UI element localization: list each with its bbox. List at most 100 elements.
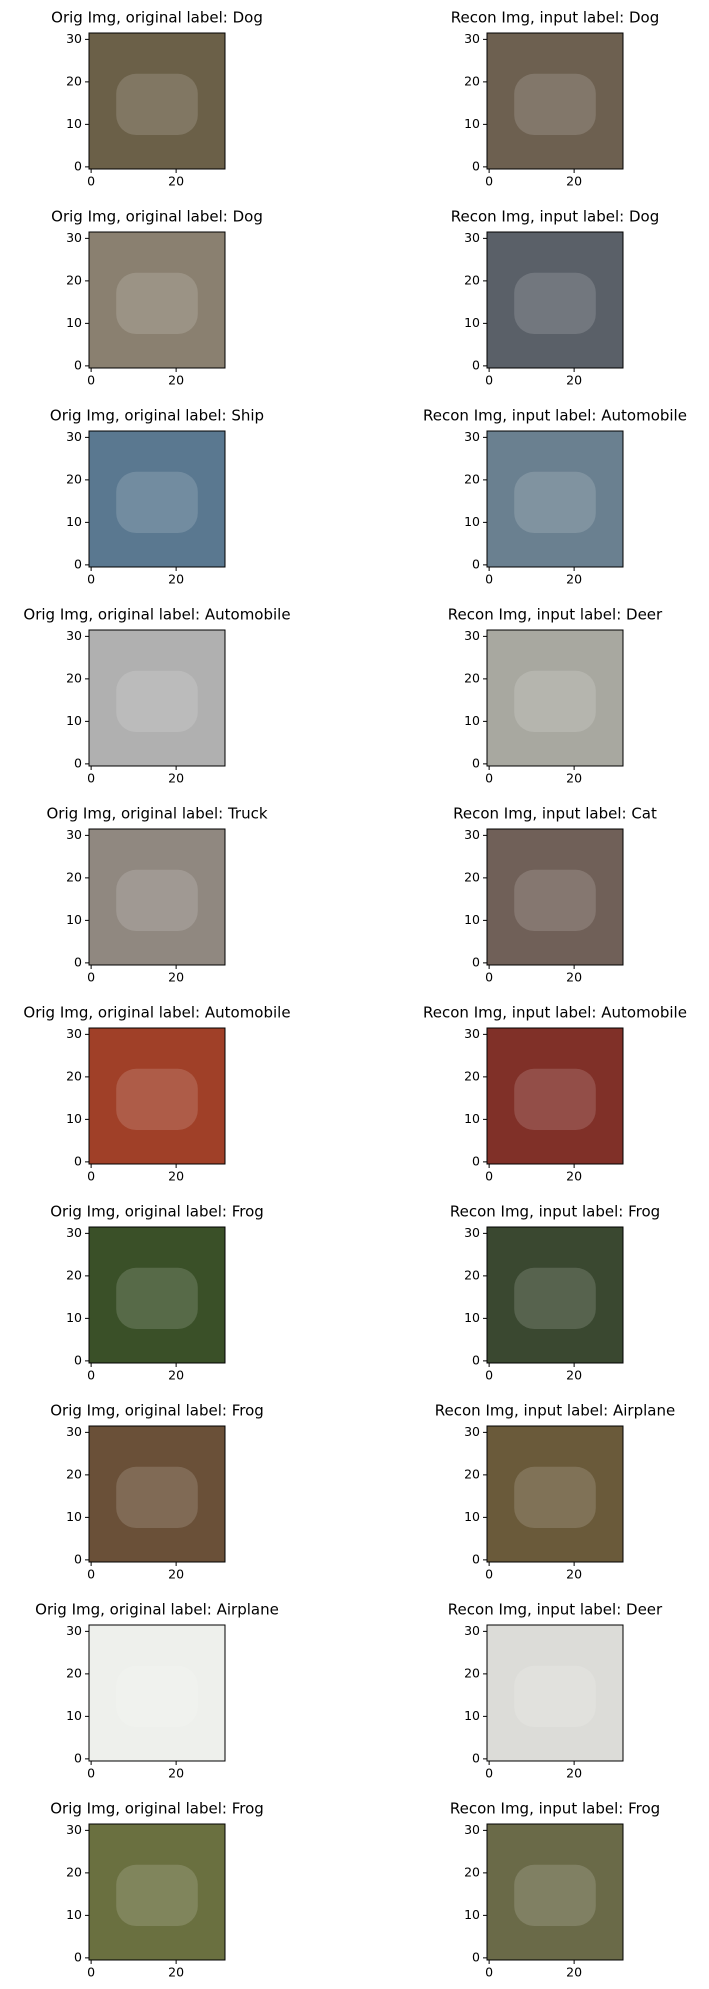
y-tick-label: 0	[472, 556, 480, 571]
axes-frame	[486, 1425, 624, 1563]
x-tick-label: 0	[485, 1368, 493, 1383]
x-tick-label: 0	[87, 373, 95, 388]
y-tick-label: 0	[74, 357, 82, 372]
panel-title: Orig Img, original label: Dog	[51, 208, 263, 226]
image	[89, 232, 225, 368]
image	[487, 1028, 623, 1164]
axes-frame	[486, 1823, 624, 1961]
panel-title: Orig Img, original label: Airplane	[35, 1601, 279, 1619]
x-tick-label: 20	[566, 373, 582, 388]
x-tick-label: 20	[168, 970, 184, 985]
panel-title: Orig Img, original label: Automobile	[23, 1004, 290, 1022]
image-shade	[116, 869, 198, 931]
image-shade	[116, 1864, 198, 1926]
x-tick-label: 20	[566, 771, 582, 786]
y-tick-label: 30	[464, 230, 480, 245]
image	[487, 1625, 623, 1761]
y-tick-label: 10	[66, 1310, 82, 1325]
x-tick-label: 0	[87, 970, 95, 985]
y-tick-label: 30	[464, 429, 480, 444]
x-tick-label: 20	[168, 1965, 184, 1980]
image-shade	[514, 73, 596, 135]
panel-title: Recon Img, input label: Dog	[451, 208, 659, 226]
y-tick-label: 20	[66, 471, 82, 486]
y-tick-label: 30	[464, 31, 480, 46]
x-tick-label: 20	[168, 1567, 184, 1582]
image-shade	[116, 670, 198, 732]
image	[89, 1028, 225, 1164]
x-tick-label: 20	[566, 970, 582, 985]
panel-title: Recon Img, input label: Automobile	[423, 407, 687, 425]
y-tick-label: 30	[66, 1623, 82, 1638]
y-tick-label: 0	[74, 1750, 82, 1765]
y-tick-label: 30	[66, 1026, 82, 1041]
y-tick-label: 30	[66, 628, 82, 643]
image	[89, 1426, 225, 1562]
x-tick-label: 0	[87, 771, 95, 786]
y-tick-label: 20	[66, 1466, 82, 1481]
y-tick-label: 10	[66, 912, 82, 927]
panel-title: Recon Img, input label: Frog	[450, 1800, 660, 1818]
axes-frame	[88, 1425, 226, 1563]
x-tick-label: 20	[566, 1169, 582, 1184]
image-shade	[116, 73, 198, 135]
y-tick-label: 0	[74, 755, 82, 770]
y-tick-label: 30	[66, 1424, 82, 1439]
axes-frame	[486, 1226, 624, 1364]
y-tick-label: 20	[66, 1864, 82, 1879]
y-tick-label: 30	[66, 1225, 82, 1240]
image-shade	[514, 1466, 596, 1528]
image-shade	[514, 1068, 596, 1130]
image	[487, 630, 623, 766]
y-tick-label: 0	[74, 1551, 82, 1566]
image	[487, 431, 623, 567]
y-tick-label: 0	[74, 954, 82, 969]
y-tick-label: 20	[464, 1068, 480, 1083]
y-tick-label: 20	[66, 272, 82, 287]
y-tick-label: 20	[464, 272, 480, 287]
y-tick-label: 0	[74, 1352, 82, 1367]
image-shade	[514, 670, 596, 732]
y-tick-label: 30	[464, 1026, 480, 1041]
image-shade	[514, 272, 596, 334]
x-tick-label: 0	[87, 174, 95, 189]
image-shade	[514, 1864, 596, 1926]
y-tick-label: 0	[472, 1949, 480, 1964]
y-tick-label: 20	[464, 869, 480, 884]
image-shade	[514, 869, 596, 931]
x-tick-label: 20	[566, 1368, 582, 1383]
x-tick-label: 0	[87, 1965, 95, 1980]
y-tick-label: 10	[464, 713, 480, 728]
axes-frame	[88, 1226, 226, 1364]
axes-frame	[486, 828, 624, 966]
x-tick-label: 0	[485, 1965, 493, 1980]
panel-title: Recon Img, input label: Deer	[448, 606, 663, 624]
axes-frame	[88, 430, 226, 568]
y-tick-label: 10	[464, 912, 480, 927]
axes-frame	[88, 629, 226, 767]
y-tick-label: 20	[66, 670, 82, 685]
y-tick-label: 10	[464, 315, 480, 330]
y-tick-label: 10	[464, 1310, 480, 1325]
y-tick-label: 30	[66, 827, 82, 842]
x-tick-label: 20	[168, 771, 184, 786]
y-tick-label: 10	[464, 514, 480, 529]
y-tick-label: 10	[66, 1111, 82, 1126]
x-tick-label: 20	[566, 572, 582, 587]
y-tick-label: 0	[472, 1750, 480, 1765]
panel-title: Orig Img, original label: Frog	[50, 1203, 264, 1221]
image	[89, 1625, 225, 1761]
x-tick-label: 0	[485, 1567, 493, 1582]
x-tick-label: 0	[485, 174, 493, 189]
image	[487, 1227, 623, 1363]
image-shade	[514, 1665, 596, 1727]
y-tick-label: 30	[464, 1822, 480, 1837]
x-tick-label: 0	[485, 771, 493, 786]
axes-frame	[88, 1823, 226, 1961]
y-tick-label: 10	[66, 514, 82, 529]
panel-title: Recon Img, input label: Frog	[450, 1203, 660, 1221]
y-tick-label: 30	[464, 628, 480, 643]
x-tick-label: 20	[168, 1169, 184, 1184]
panel-title: Recon Img, input label: Dog	[451, 9, 659, 27]
